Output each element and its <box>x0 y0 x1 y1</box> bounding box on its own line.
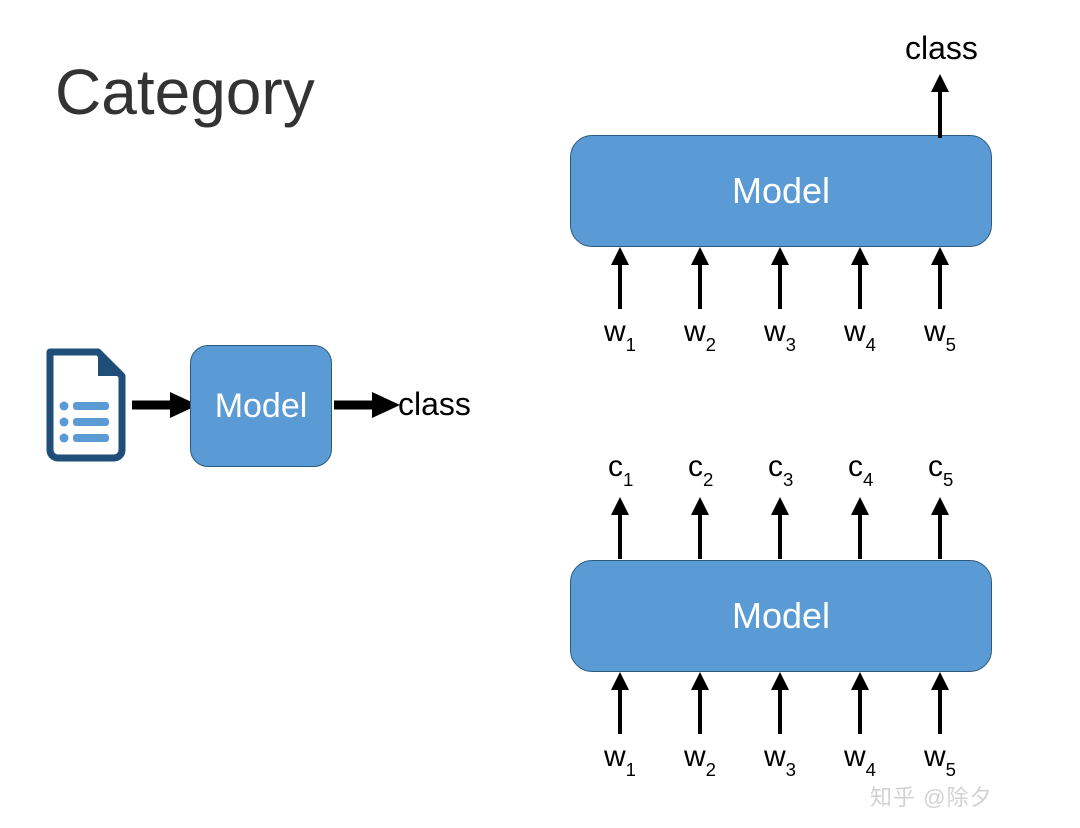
br-in-label-1: w1 <box>604 740 636 778</box>
tr-in-label-2: w2 <box>684 315 716 353</box>
br-out-label-2: c2 <box>688 450 713 488</box>
tr-in-arrow-4 <box>848 245 872 311</box>
arrow-model-to-class <box>332 390 402 420</box>
br-in-label-5: w5 <box>924 740 956 778</box>
tr-in-label-5: w5 <box>924 315 956 353</box>
tr-in-arrow-1 <box>608 245 632 311</box>
br-in-label-3: w3 <box>764 740 796 778</box>
tr-in-arrow-5 <box>928 245 952 311</box>
br-out-arrow-2 <box>688 495 712 561</box>
tr-in-label-4: w4 <box>844 315 876 353</box>
tr-in-label-1: w1 <box>604 315 636 353</box>
top-right-model-box: Model <box>570 135 992 247</box>
br-out-label-1: c1 <box>608 450 633 488</box>
br-out-arrow-1 <box>608 495 632 561</box>
slide-title: Category <box>55 55 315 129</box>
br-in-label-4: w4 <box>844 740 876 778</box>
br-out-label-5: c5 <box>928 450 953 488</box>
tr-in-arrow-3 <box>768 245 792 311</box>
tr-in-label-3: w3 <box>764 315 796 353</box>
left-class-label: class <box>398 386 471 423</box>
br-in-arrow-1 <box>608 670 632 736</box>
left-model-box: Model <box>190 345 332 467</box>
top-right-class-label: class <box>905 30 978 67</box>
br-in-arrow-5 <box>928 670 952 736</box>
br-out-label-4: c4 <box>848 450 873 488</box>
top-right-class-arrow <box>928 72 952 140</box>
bottom-right-model-box: Model <box>570 560 992 672</box>
document-icon <box>40 350 130 460</box>
tr-in-arrow-2 <box>688 245 712 311</box>
br-out-label-3: c3 <box>768 450 793 488</box>
watermark-text: 知乎 @除夕 <box>870 780 992 812</box>
br-in-arrow-2 <box>688 670 712 736</box>
br-in-arrow-4 <box>848 670 872 736</box>
br-out-arrow-5 <box>928 495 952 561</box>
br-out-arrow-3 <box>768 495 792 561</box>
br-in-arrow-3 <box>768 670 792 736</box>
br-out-arrow-4 <box>848 495 872 561</box>
br-in-label-2: w2 <box>684 740 716 778</box>
diagram-stage: Category Model class Model class w1 w2 w… <box>0 0 1080 828</box>
